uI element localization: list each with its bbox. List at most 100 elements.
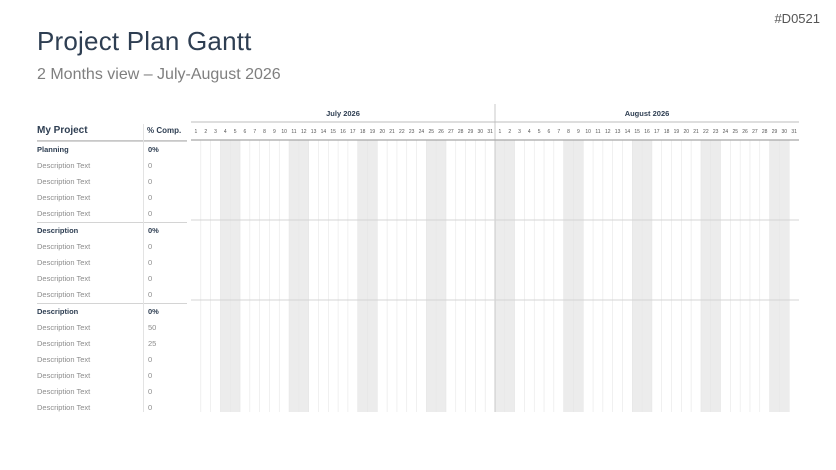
day-label: 28 — [762, 129, 768, 135]
task-percent: 0 — [148, 258, 153, 267]
day-label: 6 — [244, 129, 247, 135]
day-label: 25 — [428, 129, 434, 135]
weekend-shade — [367, 140, 378, 412]
task-name: Description Text — [37, 339, 91, 348]
task-table: My Project % Comp. Planning 0% Description… — [37, 124, 187, 416]
task-name: Description — [37, 226, 79, 235]
day-label: 3 — [518, 129, 521, 135]
section-row: Description 0% — [37, 222, 187, 239]
task-name: Description Text — [37, 290, 91, 299]
day-label: 15 — [634, 129, 640, 135]
task-row: Description Text 0 — [37, 206, 187, 222]
day-label: 4 — [224, 129, 227, 135]
day-label: 12 — [605, 129, 611, 135]
weekend-shade — [298, 140, 309, 412]
task-percent: 0 — [148, 371, 153, 380]
task-percent: 25 — [148, 339, 157, 348]
task-row: Description Text 0 — [37, 255, 187, 271]
day-label: 27 — [752, 129, 758, 135]
day-label: 21 — [389, 129, 395, 135]
task-name: Description Text — [37, 355, 91, 364]
day-label: 31 — [791, 129, 797, 135]
month-label: July 2026 — [326, 109, 360, 118]
day-label: 20 — [379, 129, 385, 135]
task-name: Planning — [37, 145, 69, 154]
day-label: 20 — [683, 129, 689, 135]
task-percent: 0 — [148, 193, 153, 202]
day-label: 1 — [195, 129, 198, 135]
task-row: Description Text 0 — [37, 384, 187, 400]
day-label: 14 — [625, 129, 631, 135]
day-label: 13 — [311, 129, 317, 135]
task-percent: 0 — [148, 274, 153, 283]
weekend-shade — [573, 140, 584, 412]
day-label: 10 — [281, 129, 287, 135]
day-label: 10 — [585, 129, 591, 135]
day-label: 11 — [291, 129, 296, 135]
day-label: 3 — [214, 129, 217, 135]
weekend-shade — [642, 140, 652, 412]
page-title: Project Plan Gantt — [37, 26, 252, 56]
weekend-shade — [495, 140, 505, 412]
day-label: 19 — [370, 129, 376, 135]
day-label: 26 — [742, 129, 748, 135]
day-label: 12 — [301, 129, 307, 135]
day-label: 13 — [615, 129, 621, 135]
task-percent: 50 — [148, 323, 157, 332]
day-label: 15 — [330, 129, 336, 135]
day-label: 7 — [253, 129, 256, 135]
task-percent: 0 — [148, 177, 153, 186]
project-column-header: My Project — [37, 125, 88, 136]
task-name: Description Text — [37, 177, 91, 186]
document-id: #D0521 — [774, 11, 820, 26]
day-label: 11 — [595, 129, 600, 135]
task-name: Description Text — [37, 403, 91, 412]
task-row: Description Text 0 — [37, 174, 187, 190]
day-label: 23 — [409, 129, 415, 135]
task-name: Description Text — [37, 209, 91, 218]
day-label: 6 — [548, 129, 551, 135]
percent-complete-column-header: % Comp. — [147, 126, 182, 135]
task-percent: 0 — [148, 387, 153, 396]
day-label: 25 — [732, 129, 738, 135]
task-table-header: My Project % Comp. — [37, 124, 187, 141]
task-row: Description Text 0 — [37, 287, 187, 303]
weekend-shade — [710, 140, 721, 412]
task-row: Description Text 50 — [37, 320, 187, 336]
task-name: Description Text — [37, 323, 91, 332]
day-label: 22 — [399, 129, 405, 135]
task-row: Description Text 0 — [37, 190, 187, 206]
weekend-shade — [779, 140, 790, 412]
task-name: Description Text — [37, 274, 91, 283]
task-name: Description Text — [37, 161, 91, 170]
weekend-shade — [357, 140, 368, 412]
task-percent: 0% — [148, 307, 159, 316]
day-label: 21 — [693, 129, 699, 135]
task-name: Description Text — [37, 258, 91, 267]
weekend-shade — [563, 140, 574, 412]
day-label: 8 — [263, 129, 266, 135]
day-label: 24 — [723, 129, 729, 135]
day-label: 1 — [499, 129, 502, 135]
task-row: Description Text 25 — [37, 336, 187, 352]
day-label: 23 — [713, 129, 719, 135]
task-row: Description Text 0 — [37, 239, 187, 255]
weekend-shade — [220, 140, 231, 412]
task-name: Description Text — [37, 387, 91, 396]
task-percent: 0% — [148, 226, 159, 235]
task-row: Description Text 0 — [37, 400, 187, 416]
weekend-shade — [289, 140, 299, 412]
day-label: 16 — [340, 129, 346, 135]
column-divider — [143, 124, 144, 412]
day-label: 7 — [557, 129, 560, 135]
month-label: August 2026 — [625, 109, 670, 118]
day-label: 16 — [644, 129, 650, 135]
day-label: 24 — [419, 129, 425, 135]
weekend-shade — [504, 140, 515, 412]
day-label: 4 — [528, 129, 531, 135]
day-label: 5 — [538, 129, 541, 135]
task-percent: 0 — [148, 242, 153, 251]
day-label: 2 — [508, 129, 511, 135]
task-percent: 0% — [148, 145, 159, 154]
